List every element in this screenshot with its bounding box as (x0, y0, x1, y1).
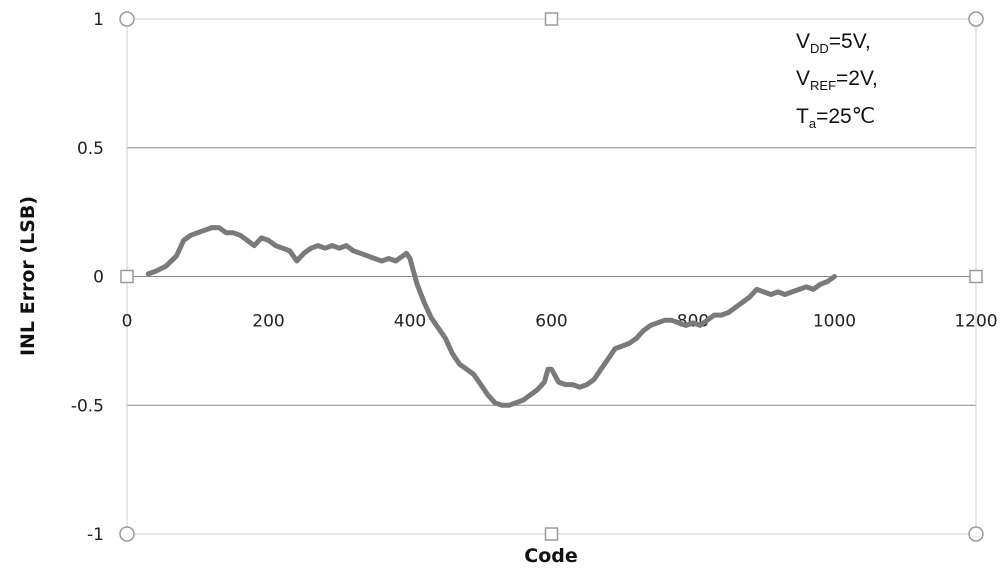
corner-resize-handle[interactable] (119, 526, 135, 542)
y-axis-title: INL Error (LSB) (17, 196, 39, 356)
y-tick-label: -0.5 (71, 396, 104, 416)
x-tick-label: 0 (122, 312, 133, 332)
inl-error-series-line (145, 225, 837, 408)
edge-resize-handle[interactable] (969, 269, 983, 284)
x-tick-label: 1200 (954, 312, 997, 332)
x-tick-labels: 0 200 400 600 800 1000 1200 (122, 312, 998, 332)
y-tick-label: -1 (87, 525, 104, 545)
corner-resize-handle[interactable] (968, 11, 984, 27)
y-tick-labels: 1 0.5 0 -0.5 -1 (71, 10, 104, 545)
gridlines (127, 18, 976, 535)
x-tick-label: 400 (394, 312, 426, 332)
y-tick-label: 0.5 (77, 139, 104, 159)
x-tick-label: 200 (252, 312, 284, 332)
corner-resize-handle[interactable] (119, 11, 135, 27)
conditions-annotation: VDD=5V, VREF=2V, Ta=25℃ (796, 30, 878, 131)
x-axis-title: Code (524, 545, 577, 567)
selection-handles[interactable] (119, 11, 984, 542)
corner-resize-handle[interactable] (968, 526, 984, 542)
annotation-ta: Ta=25℃ (796, 105, 875, 131)
edge-resize-handle[interactable] (544, 527, 559, 541)
annotation-vdd: VDD=5V, (796, 30, 871, 56)
edge-resize-handle[interactable] (120, 269, 134, 284)
x-tick-label: 600 (535, 312, 567, 332)
x-tick-label: 1000 (813, 312, 856, 332)
edge-resize-handle[interactable] (544, 12, 559, 26)
annotation-vref: VREF=2V, (796, 67, 878, 93)
y-tick-label: 1 (93, 10, 104, 30)
y-tick-label: 0 (93, 268, 104, 288)
